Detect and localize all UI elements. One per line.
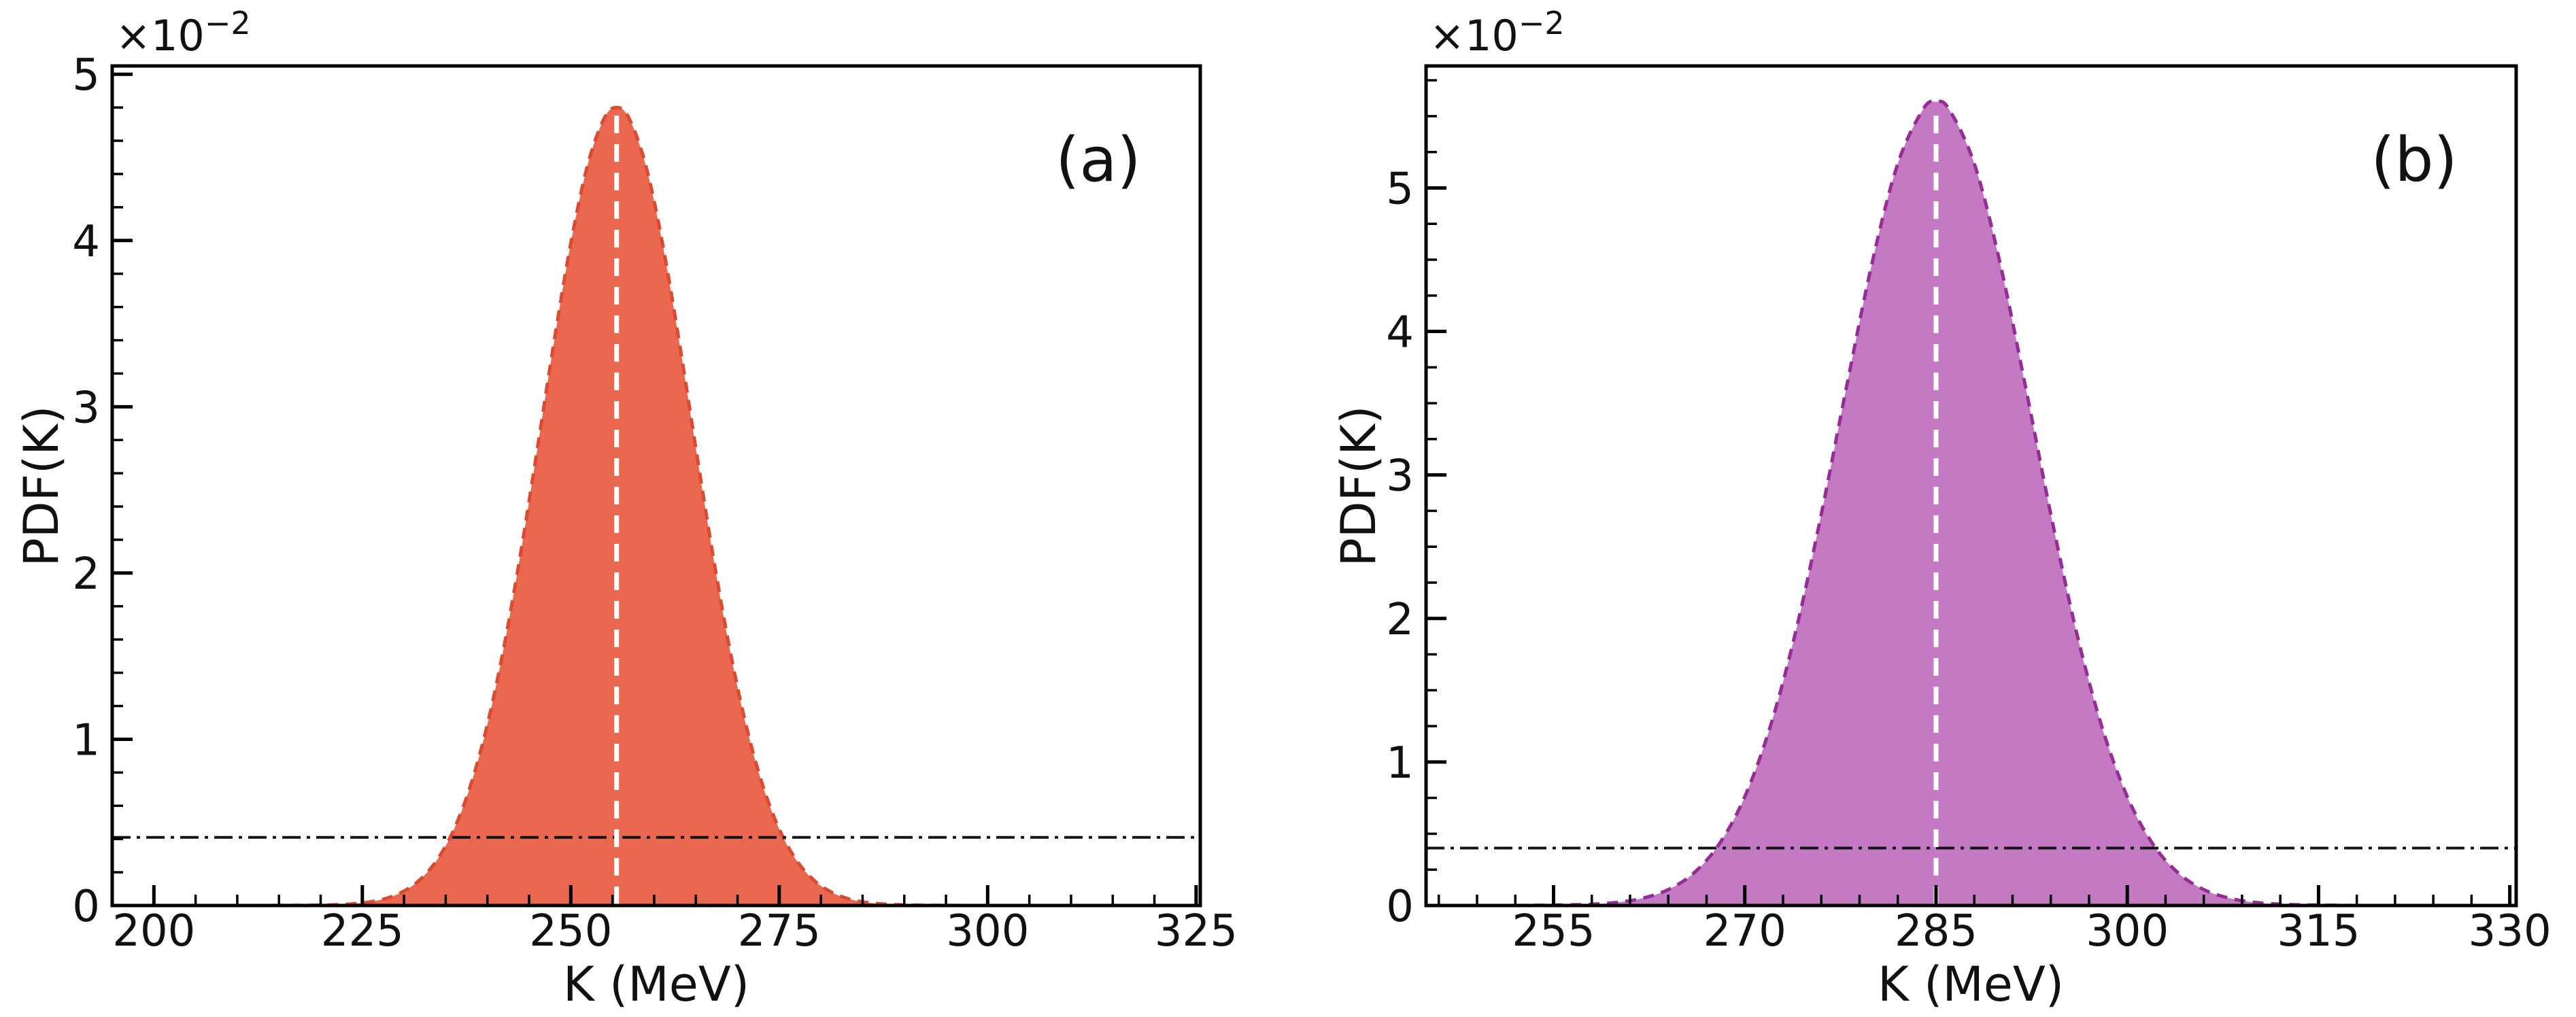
y-tick-label: 3: [1386, 451, 1414, 502]
y-tick-label: 2: [72, 549, 100, 600]
x-tick-label: 300: [2086, 906, 2169, 956]
pdf-area: [254, 107, 971, 906]
x-tick-label: 315: [2277, 906, 2360, 956]
y-offset-label-b: ×10−2: [1429, 5, 1565, 61]
plot-area-a: 200 225 250 275 300 325 0 1 2 3 4 5: [72, 50, 1238, 956]
panel-b: 255 270 285 300 315 330 0 1 2 3 4 5 ×10−2 PDF(K) K …: [1331, 5, 2552, 1012]
y-axis-label-b: PDF(K): [1331, 406, 1387, 567]
y-tick-label: 5: [72, 50, 100, 101]
x-tick-label: 270: [1704, 906, 1786, 956]
x-tick-label: 300: [946, 906, 1029, 956]
panel-a: 200 225 250 275 300 325 0 1 2 3 4 5 ×10−2 PDF(K) K …: [14, 5, 1238, 1012]
plot-frame: [110, 64, 1202, 908]
y-tick-label: 0: [1386, 882, 1414, 932]
plot-frame: [1424, 64, 2518, 908]
x-tick-label: 325: [1155, 906, 1238, 956]
y-tick-label: 4: [72, 217, 100, 267]
y-axis-label-a: PDF(K): [14, 406, 69, 567]
x-tick-label: 330: [2469, 906, 2552, 956]
y-tick-label: 4: [1386, 308, 1414, 358]
x-axis-label-a: K (MeV): [563, 956, 749, 1012]
axis-ticks: [1426, 79, 2512, 908]
y-tick-label: 1: [1386, 738, 1414, 789]
pdf-edge: [254, 105, 971, 908]
x-tick-label: 275: [738, 906, 821, 956]
plot-area-b: 255 270 285 300 315 330 0 1 2 3 4 5: [1386, 64, 2552, 956]
y-offset-label-a: ×10−2: [116, 5, 251, 61]
x-axis-label-b: K (MeV): [1878, 956, 2064, 1012]
x-tick-label: 255: [1512, 906, 1595, 956]
x-tick-label: 285: [1895, 906, 1978, 956]
x-tick-label: 200: [112, 906, 195, 956]
y-tick-label: 1: [72, 715, 100, 765]
x-tick-label: 225: [321, 906, 404, 956]
x-tick-label: 250: [529, 906, 612, 956]
y-tick-label: 5: [1386, 164, 1414, 214]
y-tick-label: 3: [72, 383, 100, 433]
panel-tag-b: (b): [2371, 124, 2457, 196]
y-tick-label: 2: [1386, 595, 1414, 645]
y-tick-label: 0: [72, 882, 100, 932]
panel-tag-a: (a): [1055, 124, 1140, 196]
